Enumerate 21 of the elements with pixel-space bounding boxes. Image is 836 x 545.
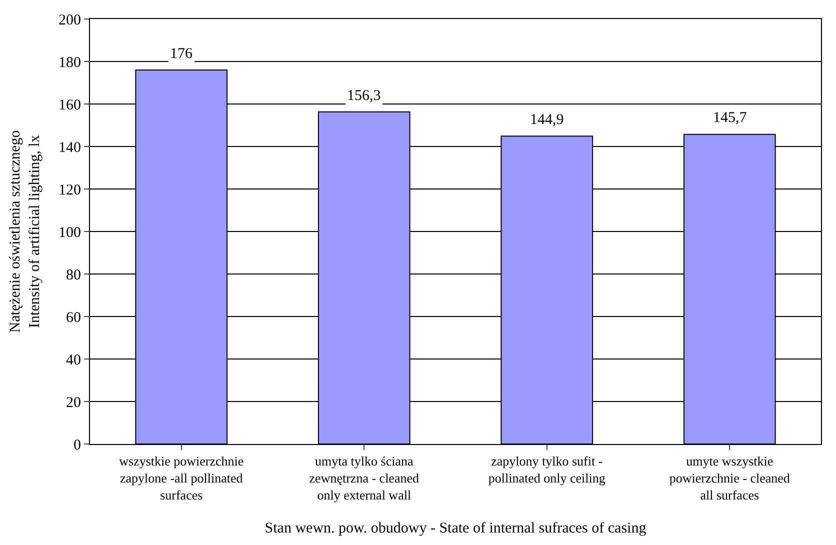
data-label: 156,3	[347, 88, 381, 104]
x-tick-label: umyte wszystkie powierzchnie - cleaned all surfaces	[669, 454, 790, 502]
y-tick-label: 100	[58, 224, 81, 241]
data-label: 145,7	[713, 110, 748, 126]
y-tick-label: 20	[66, 394, 81, 411]
y-tick-label: 120	[58, 182, 81, 198]
y-tick-label: 40	[66, 352, 81, 368]
data-label: 176	[170, 46, 193, 62]
y-tick-label: 140	[58, 140, 81, 156]
y-axis-title: Natężenie oświetlenia sztucznego Intensity of artificial lighting, lx	[7, 130, 43, 333]
y-tick-label: 60	[66, 310, 81, 326]
y-tick-label: 80	[66, 267, 81, 284]
x-tick-label: zapylony tylko sufit - pollinated only ceiling	[488, 454, 606, 486]
x-tick-label: umyta tylko ściana zewnętrzna - cleaned only external wall	[309, 454, 420, 502]
x-axis-title: Stan wewn. pow. obudowy - State of internal sufraces of casing	[264, 520, 647, 536]
y-tick-label: 200	[58, 12, 81, 28]
y-tick-label: 180	[58, 54, 81, 71]
x-tick-label: wszystkie powierzchnie zapylone -all pollinated surfaces	[119, 454, 244, 502]
data-label: 144,9	[530, 112, 564, 128]
y-tick-label: 160	[58, 97, 81, 114]
y-tick-label: 0	[74, 437, 81, 454]
